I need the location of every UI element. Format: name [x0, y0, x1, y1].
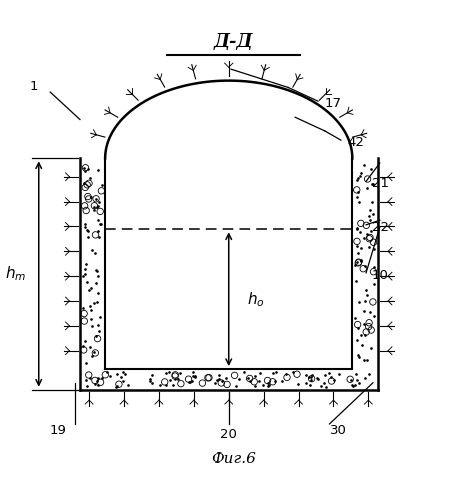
Text: Д-Д: Д-Д — [213, 32, 253, 50]
Text: 19: 19 — [50, 424, 67, 438]
Text: Фиг.6: Фиг.6 — [211, 452, 256, 466]
Text: $h_o$: $h_o$ — [247, 290, 265, 308]
Text: 21: 21 — [372, 177, 389, 190]
Text: 1: 1 — [30, 80, 39, 92]
Text: 22: 22 — [372, 220, 389, 234]
Text: 20: 20 — [220, 428, 237, 440]
Text: 30: 30 — [330, 424, 347, 438]
Text: $h_m$: $h_m$ — [5, 264, 27, 283]
Text: 10: 10 — [372, 268, 389, 281]
Text: 17: 17 — [325, 97, 342, 110]
Text: 42: 42 — [348, 136, 365, 149]
